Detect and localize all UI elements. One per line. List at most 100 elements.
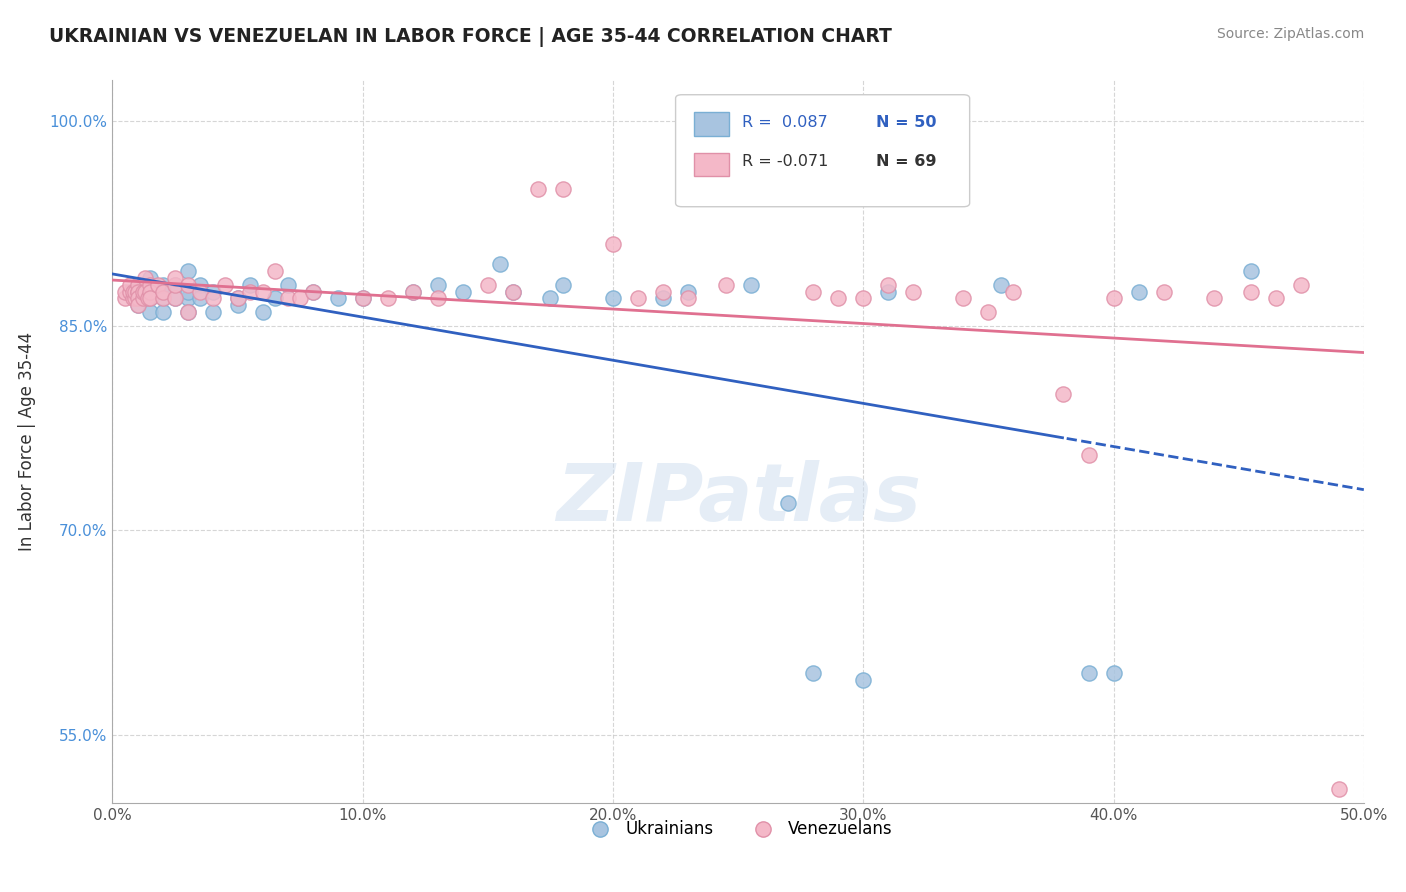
Legend: Ukrainians, Venezuelans: Ukrainians, Venezuelans xyxy=(576,814,900,845)
Point xyxy=(1153,285,1175,299)
Point xyxy=(1202,292,1225,306)
Point xyxy=(163,271,186,285)
Point xyxy=(402,285,425,299)
Point xyxy=(290,292,312,306)
Point xyxy=(502,285,524,299)
Point xyxy=(778,496,800,510)
Point xyxy=(163,292,186,306)
Point xyxy=(127,277,149,292)
Point xyxy=(134,285,156,299)
Point xyxy=(801,666,824,681)
Point xyxy=(451,285,474,299)
Point xyxy=(352,292,374,306)
Point xyxy=(131,292,153,306)
Point xyxy=(127,298,149,312)
Point xyxy=(188,292,211,306)
Point xyxy=(226,298,249,312)
Point xyxy=(124,285,146,299)
Point xyxy=(551,182,574,196)
Point xyxy=(131,285,153,299)
Point xyxy=(127,285,149,299)
Point xyxy=(1077,666,1099,681)
Point xyxy=(477,277,499,292)
Point xyxy=(127,292,149,306)
Point xyxy=(139,292,162,306)
Point xyxy=(277,277,299,292)
Point xyxy=(139,285,162,299)
Point xyxy=(152,292,174,306)
Point xyxy=(801,285,824,299)
Point xyxy=(152,292,174,306)
Point xyxy=(152,285,174,299)
Point xyxy=(139,277,162,292)
Point xyxy=(676,285,699,299)
Point xyxy=(118,277,141,292)
Point xyxy=(124,292,146,306)
Point xyxy=(121,285,143,299)
Text: Source: ZipAtlas.com: Source: ZipAtlas.com xyxy=(1216,27,1364,41)
Point xyxy=(163,277,186,292)
Point xyxy=(201,305,224,319)
Point xyxy=(1052,387,1074,401)
Point xyxy=(538,292,561,306)
Point xyxy=(163,292,186,306)
Text: R = -0.071: R = -0.071 xyxy=(742,154,828,169)
Point xyxy=(139,271,162,285)
Point xyxy=(652,285,675,299)
Point xyxy=(114,285,136,299)
Point xyxy=(714,277,737,292)
Point xyxy=(252,285,274,299)
Point xyxy=(163,277,186,292)
Point xyxy=(127,277,149,292)
Point xyxy=(139,292,162,306)
Point xyxy=(127,292,149,306)
Point xyxy=(1240,264,1263,278)
Point xyxy=(1102,666,1125,681)
Point xyxy=(602,292,624,306)
Point xyxy=(827,292,849,306)
Point xyxy=(877,277,900,292)
Point xyxy=(1102,292,1125,306)
Point xyxy=(176,285,198,299)
Point xyxy=(352,292,374,306)
Point xyxy=(152,285,174,299)
Point xyxy=(903,285,925,299)
Point xyxy=(1128,285,1150,299)
Point xyxy=(377,292,399,306)
Point xyxy=(264,264,287,278)
Point xyxy=(188,285,211,299)
Point xyxy=(1291,277,1313,292)
Point xyxy=(239,277,262,292)
Point xyxy=(301,285,323,299)
Point xyxy=(852,673,875,687)
Point xyxy=(740,277,762,292)
Point xyxy=(1240,285,1263,299)
Point xyxy=(201,285,224,299)
Point xyxy=(139,305,162,319)
Point xyxy=(990,277,1012,292)
Point xyxy=(301,285,323,299)
Point xyxy=(118,285,141,299)
Point xyxy=(877,285,900,299)
Bar xyxy=(695,153,730,177)
Point xyxy=(952,292,974,306)
Point xyxy=(326,292,349,306)
Point xyxy=(402,285,425,299)
Point xyxy=(551,277,574,292)
Point xyxy=(1327,782,1350,797)
Point xyxy=(1002,285,1025,299)
Point xyxy=(121,292,143,306)
Point xyxy=(176,277,198,292)
Bar xyxy=(695,112,730,136)
Point xyxy=(426,292,449,306)
Point xyxy=(852,292,875,306)
FancyBboxPatch shape xyxy=(675,95,970,207)
Point xyxy=(176,264,198,278)
Point xyxy=(188,277,211,292)
Point xyxy=(176,292,198,306)
Point xyxy=(489,257,512,271)
Point xyxy=(139,285,162,299)
Text: UKRAINIAN VS VENEZUELAN IN LABOR FORCE | AGE 35-44 CORRELATION CHART: UKRAINIAN VS VENEZUELAN IN LABOR FORCE |… xyxy=(49,27,891,46)
Point xyxy=(602,236,624,251)
Point xyxy=(176,305,198,319)
